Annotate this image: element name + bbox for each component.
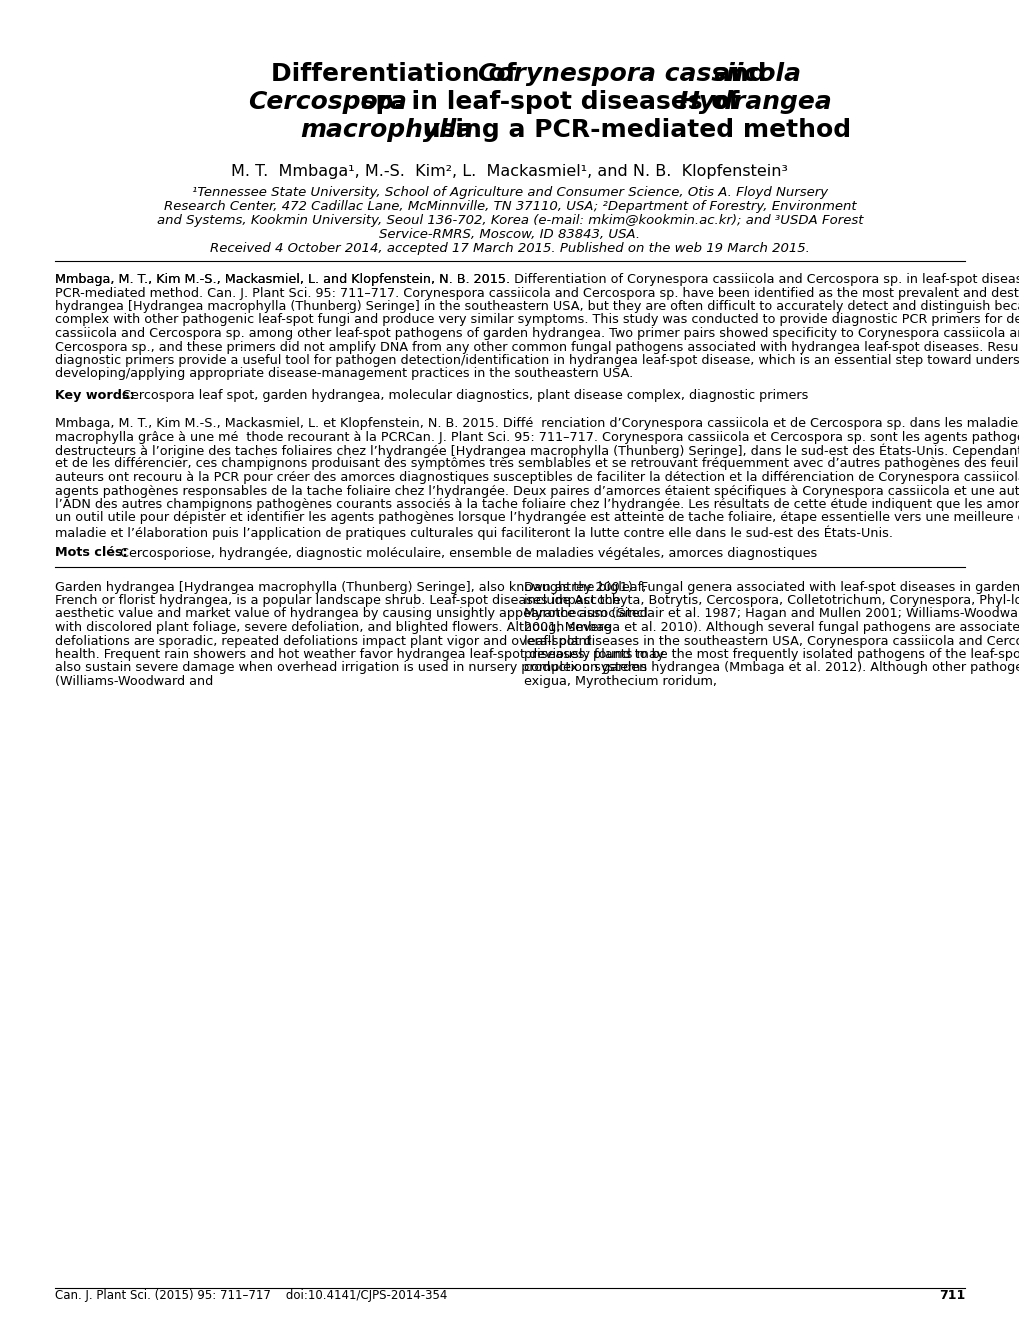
Text: Research Center, 472 Cadillac Lane, McMinnville, TN 37110, USA; ²Department of F: Research Center, 472 Cadillac Lane, McMi… [163,201,856,213]
Text: complex on garden hydrangea (Mmbaga et al. 2012). Although other pathogens such : complex on garden hydrangea (Mmbaga et a… [524,661,1019,675]
Text: Mmbaga, M. T., Kim M.-S., Mackasmiel, L. et Klopfenstein, N. B. 2015. Diffé  ren: Mmbaga, M. T., Kim M.-S., Mackasmiel, L.… [55,417,1019,430]
Text: auteurs ont recouru à la PCR pour créer des amorces diagnostiques susceptibles d: auteurs ont recouru à la PCR pour créer … [55,471,1019,484]
Text: Key words:: Key words: [55,389,135,403]
Text: previously found to be the most frequently isolated pathogens of the leaf-spot d: previously found to be the most frequent… [524,648,1019,661]
Text: Mots clés:: Mots clés: [55,546,127,560]
Text: Received 4 October 2014, accepted 17 March 2015. Published on the web 19 March 2: Received 4 October 2014, accepted 17 Mar… [210,242,809,255]
Text: health. Frequent rain showers and hot weather favor hydrangea leaf-spot diseases: health. Frequent rain showers and hot we… [55,648,663,661]
Text: using a PCR-mediated method: using a PCR-mediated method [414,117,851,143]
Text: PCR-mediated method. Can. J. Plant Sci. 95: 711–717. Corynespora cassiicola and : PCR-mediated method. Can. J. Plant Sci. … [55,286,1019,300]
Text: maladie et l’élaboration puis l’application de pratiques culturales qui facilite: maladie et l’élaboration puis l’applicat… [55,525,892,540]
Text: et de les différencier, ces champignons produisant des symptômes très semblables: et de les différencier, ces champignons … [55,458,1019,470]
Text: complex with other pathogenic leaf-spot fungi and produce very similar symptoms.: complex with other pathogenic leaf-spot … [55,314,1019,326]
Text: ¹Tennessee State University, School of Agriculture and Consumer Science, Otis A.: ¹Tennessee State University, School of A… [192,186,827,199]
Text: agents pathogènes responsables de la tache foliaire chez l’hydrangée. Deux paire: agents pathogènes responsables de la tac… [55,484,1019,498]
Text: Garden hydrangea [Hydrangea macrophylla (Thunberg) Seringe], also known as the b: Garden hydrangea [Hydrangea macrophylla … [55,581,646,594]
Text: include Ascochyta, Botrytis, Cercospora, Colletotrichum, Corynespora, Phyl-losti: include Ascochyta, Botrytis, Cercospora,… [524,594,1019,607]
Text: 2001; Mmbaga et al. 2010). Although several fungal pathogens are associated with: 2001; Mmbaga et al. 2010). Although seve… [524,620,1019,634]
Text: defoliations are sporadic, repeated defoliations impact plant vigor and overall : defoliations are sporadic, repeated defo… [55,635,591,648]
Text: Hydrangea: Hydrangea [678,90,832,114]
Text: Can. J. Plant Sci. (2015) 95: 711–717    doi:10.4141/CJPS-2014-354: Can. J. Plant Sci. (2015) 95: 711–717 do… [55,1290,447,1302]
Text: hydrangea [Hydrangea macrophylla (Thunberg) Seringe] in the southeastern USA, bu: hydrangea [Hydrangea macrophylla (Thunbe… [55,300,1019,313]
Text: diagnostic primers provide a useful tool for pathogen detection/identification i: diagnostic primers provide a useful tool… [55,354,1019,367]
Text: Myrothecium (Sinclair et al. 1987; Hagan and Mullen 2001; Williams-Woodward and : Myrothecium (Sinclair et al. 1987; Hagan… [524,607,1019,620]
Text: Cercospora sp., and these primers did not amplify DNA from any other common fung: Cercospora sp., and these primers did no… [55,341,1019,354]
Text: aesthetic value and market value of hydrangea by causing unsightly appearance as: aesthetic value and market value of hydr… [55,607,647,620]
Text: with discolored plant foliage, severe defoliation, and blighted flowers. Althoug: with discolored plant foliage, severe de… [55,620,610,634]
Text: Daughtrey 2001). Fungal genera associated with leaf-spot diseases in garden hydr: Daughtrey 2001). Fungal genera associate… [524,581,1019,594]
Text: un outil utile pour dépister et identifier les agents pathogènes lorsque l’hydra: un outil utile pour dépister et identifi… [55,511,1019,524]
Text: Mmbaga, M. T., Kim M.-S., Mackasmiel, L. and Klopfenstein, N. B. 2015. Different: Mmbaga, M. T., Kim M.-S., Mackasmiel, L.… [55,273,1019,286]
Text: exigua, Myrothecium roridum,: exigua, Myrothecium roridum, [524,675,716,688]
Text: also sustain severe damage when overhead irrigation is used in nursery productio: also sustain severe damage when overhead… [55,661,646,675]
Text: Corynespora cassiicola: Corynespora cassiicola [478,62,800,86]
Text: cassiicola and Cercospora sp. among other leaf-spot pathogens of garden hydrange: cassiicola and Cercospora sp. among othe… [55,327,1019,341]
Text: M. T.  Mmbaga¹, M.-S.  Kim², L.  Mackasmiel¹, and N. B.  Klopfenstein³: M. T. Mmbaga¹, M.-S. Kim², L. Mackasmiel… [231,164,788,180]
Text: Cercosporiose, hydrangée, diagnostic moléculaire, ensemble de maladies végétales: Cercosporiose, hydrangée, diagnostic mol… [112,546,817,560]
Text: macrophylla: macrophylla [301,117,474,143]
Text: destructeurs à l’origine des taches foliaires chez l’hydrangée [Hydrangea macrop: destructeurs à l’origine des taches foli… [55,444,1019,458]
Text: Cercospora: Cercospora [248,90,407,114]
Text: Cercospora leaf spot, garden hydrangea, molecular diagnostics, plant disease com: Cercospora leaf spot, garden hydrangea, … [114,389,808,403]
Text: Service-RMRS, Moscow, ID 83843, USA.: Service-RMRS, Moscow, ID 83843, USA. [379,228,640,242]
Text: sp. in leaf-spot diseases of: sp. in leaf-spot diseases of [352,90,747,114]
Text: French or florist hydrangea, is a popular landscape shrub. Leaf-spot diseases im: French or florist hydrangea, is a popula… [55,594,620,607]
Text: Differentiation of: Differentiation of [271,62,525,86]
Text: and Systems, Kookmin University, Seoul 136-702, Korea (e-mail: mkim@kookmin.ac.k: and Systems, Kookmin University, Seoul 1… [157,214,862,227]
Text: 711: 711 [937,1290,964,1302]
Text: l’ADN des autres champignons pathogènes courants associés à la tache foliaire ch: l’ADN des autres champignons pathogènes … [55,498,1019,511]
Text: and: and [705,62,766,86]
Text: macrophylla grâce à une mé  thode recourant à la PCRCan. J. Plant Sci. 95: 711–7: macrophylla grâce à une mé thode recoura… [55,430,1019,444]
Text: developing/applying appropriate disease-management practices in the southeastern: developing/applying appropriate disease-… [55,367,633,380]
Text: leaf-spot diseases in the southeastern USA, Corynespora cassiicola and Cercospor: leaf-spot diseases in the southeastern U… [524,635,1019,648]
Text: (Williams-Woodward and: (Williams-Woodward and [55,675,213,688]
Text: Mmbaga, M. T., Kim M.-S., Mackasmiel, L. and Klopfenstein, N. B. 2015.: Mmbaga, M. T., Kim M.-S., Mackasmiel, L.… [55,273,514,286]
